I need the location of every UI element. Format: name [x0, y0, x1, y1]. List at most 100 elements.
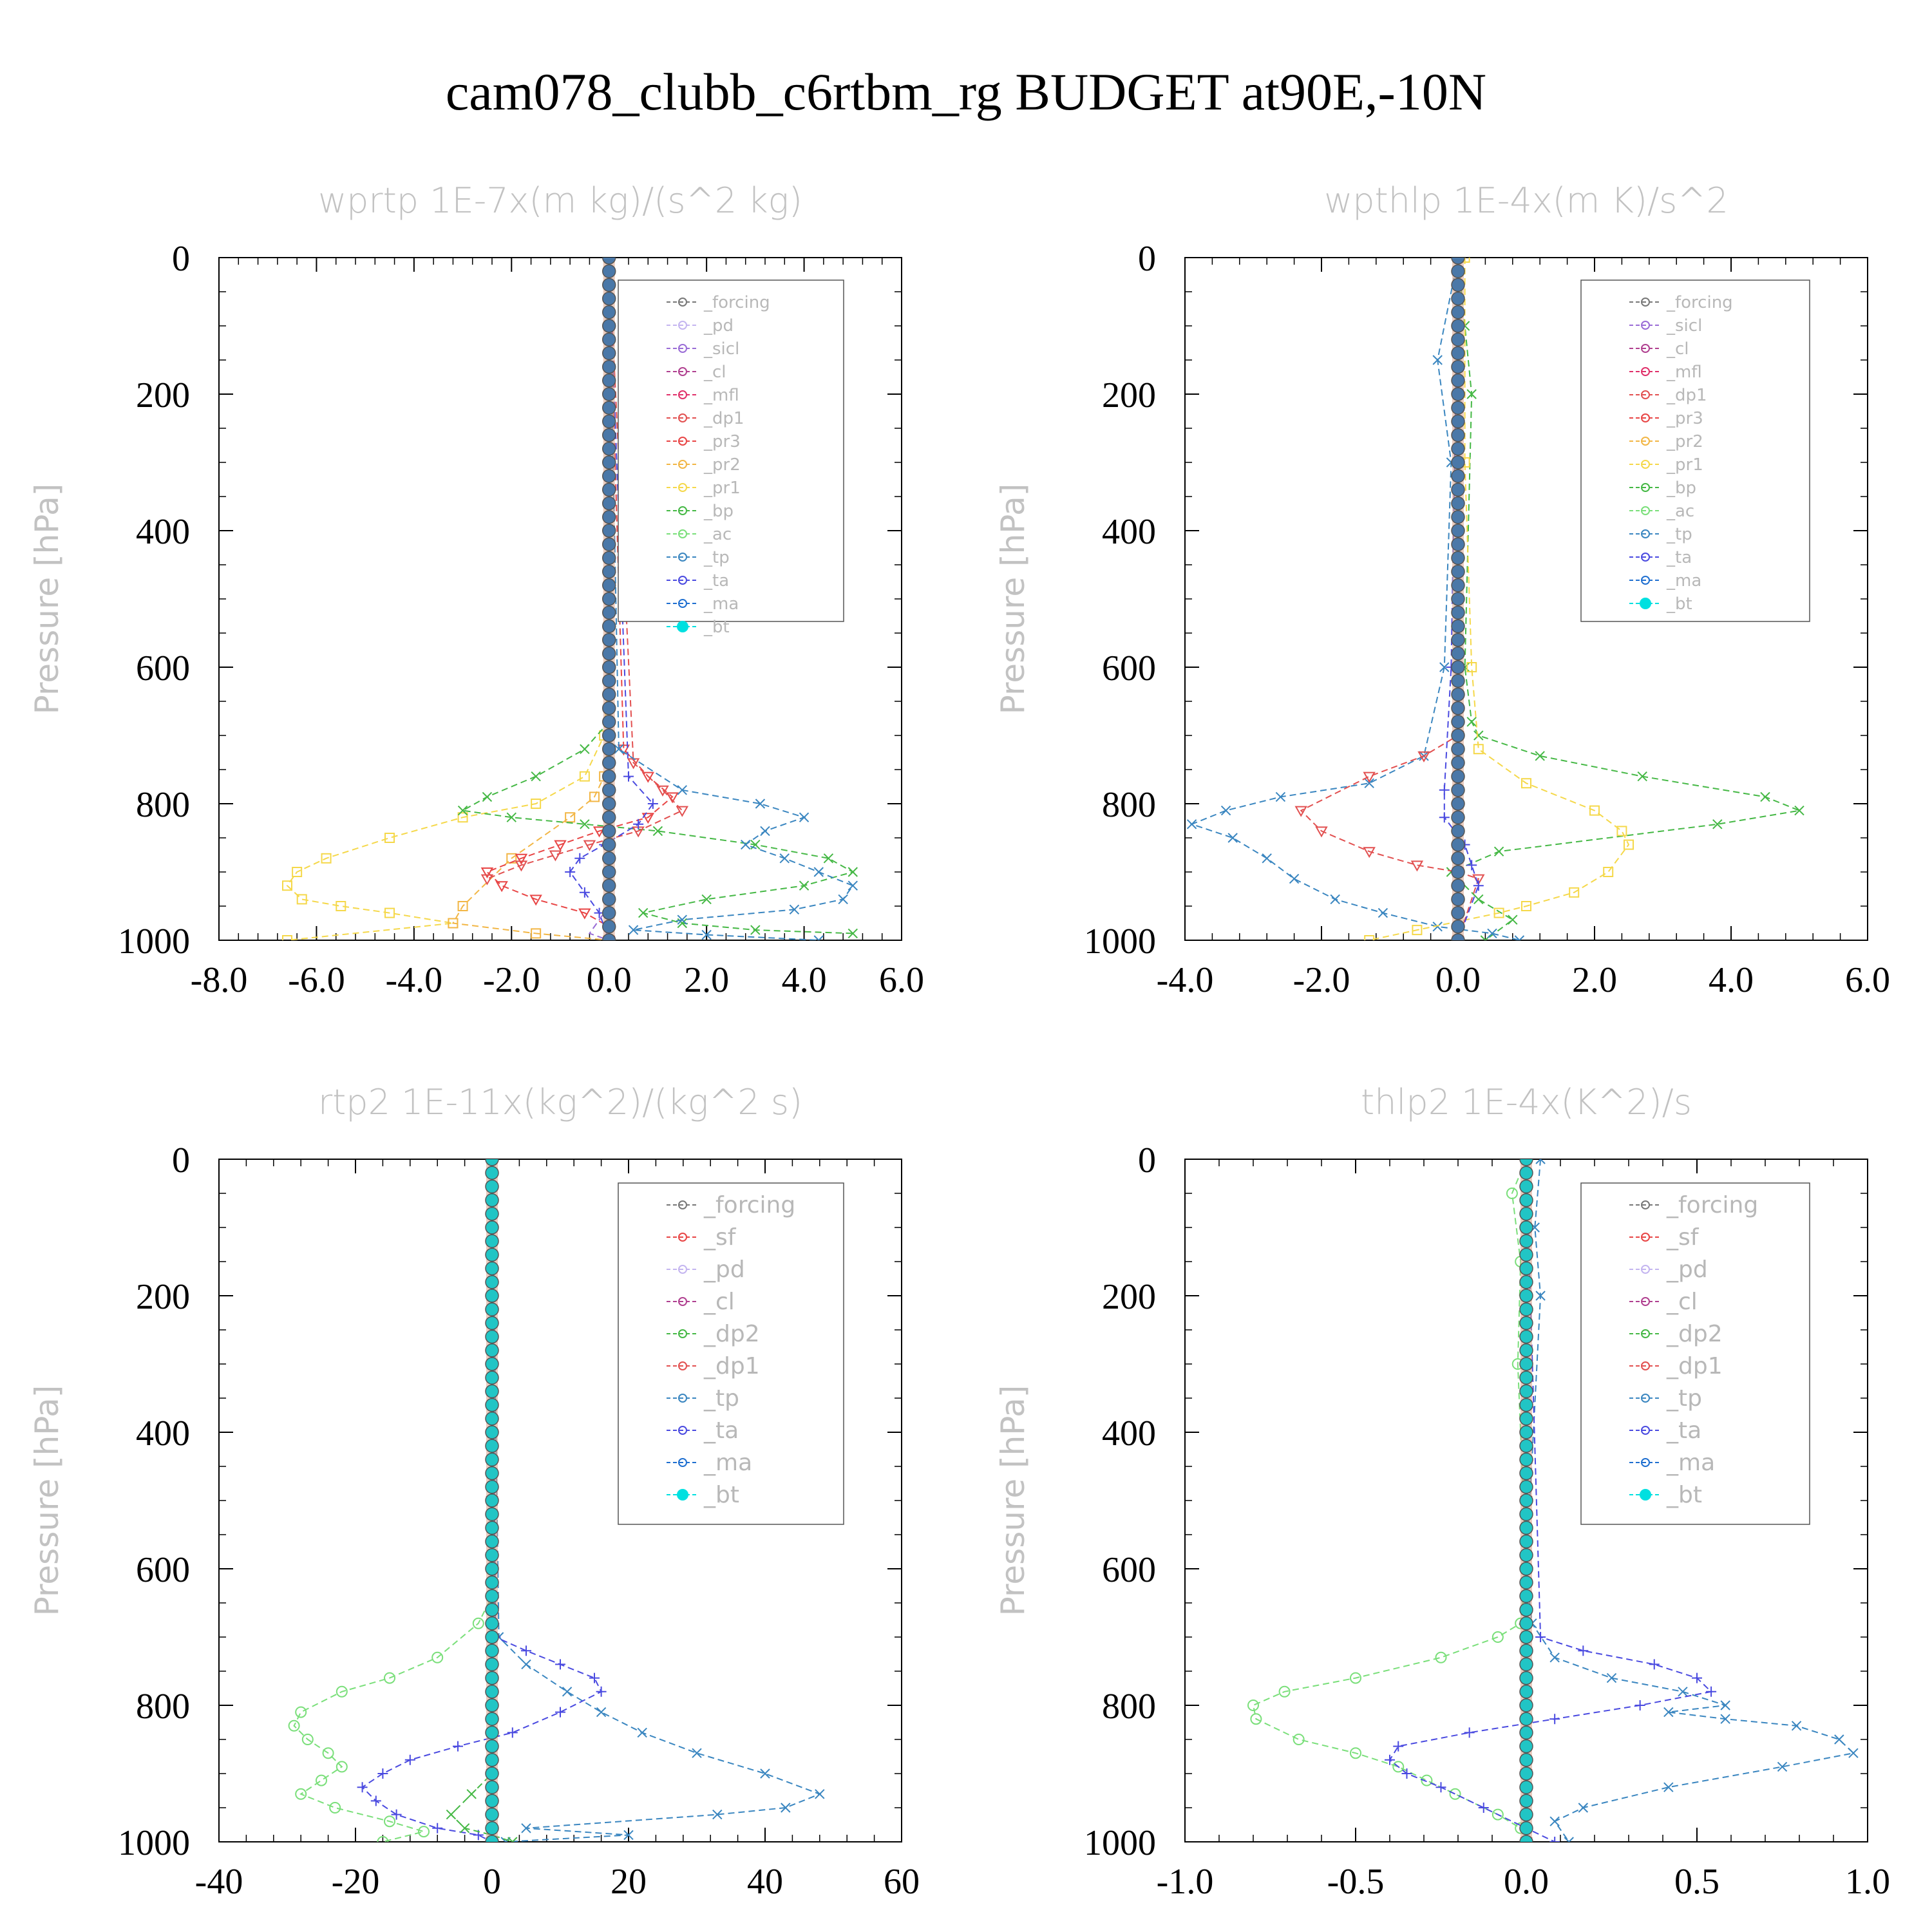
data-point-bp [457, 805, 468, 816]
data-point-pr1 [1412, 925, 1423, 936]
bt-marker [601, 469, 616, 483]
data-point-ac [316, 1774, 327, 1786]
bt-marker [1519, 1316, 1533, 1331]
bt-marker [1451, 387, 1465, 401]
data-point-pr2 [589, 791, 600, 802]
data-point-tp [1289, 873, 1300, 884]
bt-marker [1519, 1480, 1533, 1494]
data-point-ta [596, 1686, 607, 1697]
data-point-pr1 [1521, 778, 1531, 789]
data-point-ta [1473, 880, 1484, 891]
bt-marker [1451, 537, 1465, 551]
y-tick-label: 400 [136, 1414, 190, 1454]
legend-marker [678, 1361, 687, 1370]
bt-marker [485, 1821, 499, 1835]
legend-marker [678, 553, 687, 562]
bt-marker [1451, 742, 1465, 756]
data-point-ac [1247, 1700, 1259, 1711]
bt-marker [1451, 291, 1465, 306]
data-point-ta [1466, 860, 1477, 871]
legend-entry: _pr2 [1666, 432, 1703, 451]
bt-marker [1451, 258, 1465, 265]
bt-marker [601, 660, 616, 674]
legend-marker [678, 1458, 687, 1467]
bt-marker [485, 1766, 499, 1781]
data-point-tp [1777, 1761, 1788, 1772]
bt-marker [1519, 1357, 1533, 1371]
bt-marker [1451, 469, 1465, 483]
data-point-ac [1506, 1188, 1518, 1199]
x-tick-label: -0.5 [1327, 1862, 1385, 1902]
legend-entry: _bt [1666, 594, 1692, 614]
bt-marker [601, 878, 616, 893]
bt-marker [1519, 1343, 1533, 1358]
bt-marker [1519, 1370, 1533, 1385]
bt-marker [1519, 1589, 1533, 1604]
data-point-bp [1535, 751, 1545, 761]
legend-entry: _ma [1666, 571, 1701, 591]
bt-marker [1451, 332, 1465, 346]
bt-marker [1519, 1821, 1533, 1835]
bt-marker [1451, 660, 1465, 674]
data-point-ac [295, 1788, 307, 1800]
legend-entry: _forcing [703, 1192, 795, 1218]
legend-marker [678, 413, 687, 422]
data-point-pr1 [1364, 935, 1375, 940]
bt-marker [1519, 1193, 1533, 1208]
bt-marker [1519, 1452, 1533, 1467]
data-point-dp1 [676, 806, 689, 817]
data-point-tp [1549, 1653, 1560, 1663]
y-tick-label: 200 [1102, 375, 1156, 415]
bt-marker [1451, 605, 1465, 620]
data-point-ta [1393, 1741, 1404, 1752]
bt-marker [485, 1452, 499, 1467]
legend-marker [1641, 460, 1650, 469]
legend-box [1580, 1182, 1810, 1525]
bt-marker [1451, 687, 1465, 702]
data-point-tp [799, 812, 810, 822]
data-point-bp [1508, 914, 1518, 925]
data-point-ta [623, 771, 634, 782]
legend-marker [1641, 321, 1650, 330]
x-tick-label: 0.0 [587, 960, 632, 1000]
bt-marker [1519, 1520, 1533, 1535]
data-point-ta [453, 1741, 463, 1752]
bt-marker [1451, 647, 1465, 661]
data-point-tp [1186, 819, 1197, 829]
bt-marker [1451, 810, 1465, 824]
bt-marker [485, 1193, 499, 1208]
data-point-pr2 [457, 901, 468, 911]
bt-marker [1451, 264, 1465, 278]
data-point-ta [633, 819, 644, 829]
bt-marker [1451, 715, 1465, 729]
bt-marker [1451, 824, 1465, 838]
bt-marker [485, 1780, 499, 1794]
series-line-pr1 [1368, 258, 1630, 940]
bt-marker [1519, 1159, 1533, 1166]
legend-marker [678, 576, 687, 585]
panel-title: wprtp 1E-7x(m kg)/(s^2 kg) [318, 180, 802, 221]
bt-marker [485, 1630, 499, 1644]
x-tick-label: -8.0 [191, 960, 248, 1000]
bt-marker [1519, 1780, 1533, 1794]
legend-entry: _ma [703, 1450, 752, 1476]
bt-marker [1451, 551, 1465, 565]
x-tick-label: 6.0 [1845, 960, 1890, 1000]
data-point-pr3 [641, 772, 655, 783]
legend-marker [1641, 1265, 1650, 1274]
bt-marker [485, 1616, 499, 1631]
data-point-tp [1535, 1159, 1546, 1164]
bt-marker [601, 728, 616, 743]
legend-marker [1640, 1489, 1651, 1501]
bt-marker [1519, 1275, 1533, 1289]
data-point-dp1 [1315, 826, 1328, 838]
bt-marker [1519, 1725, 1533, 1740]
data-point-tp [1364, 778, 1374, 788]
legend-entry: _bt [703, 1482, 739, 1508]
bt-marker [485, 1671, 499, 1685]
bt-marker [601, 851, 616, 866]
data-point-bp [1760, 791, 1770, 802]
bt-marker [1451, 619, 1465, 634]
legend-entry: _pr3 [703, 432, 741, 451]
bt-marker [601, 496, 616, 511]
